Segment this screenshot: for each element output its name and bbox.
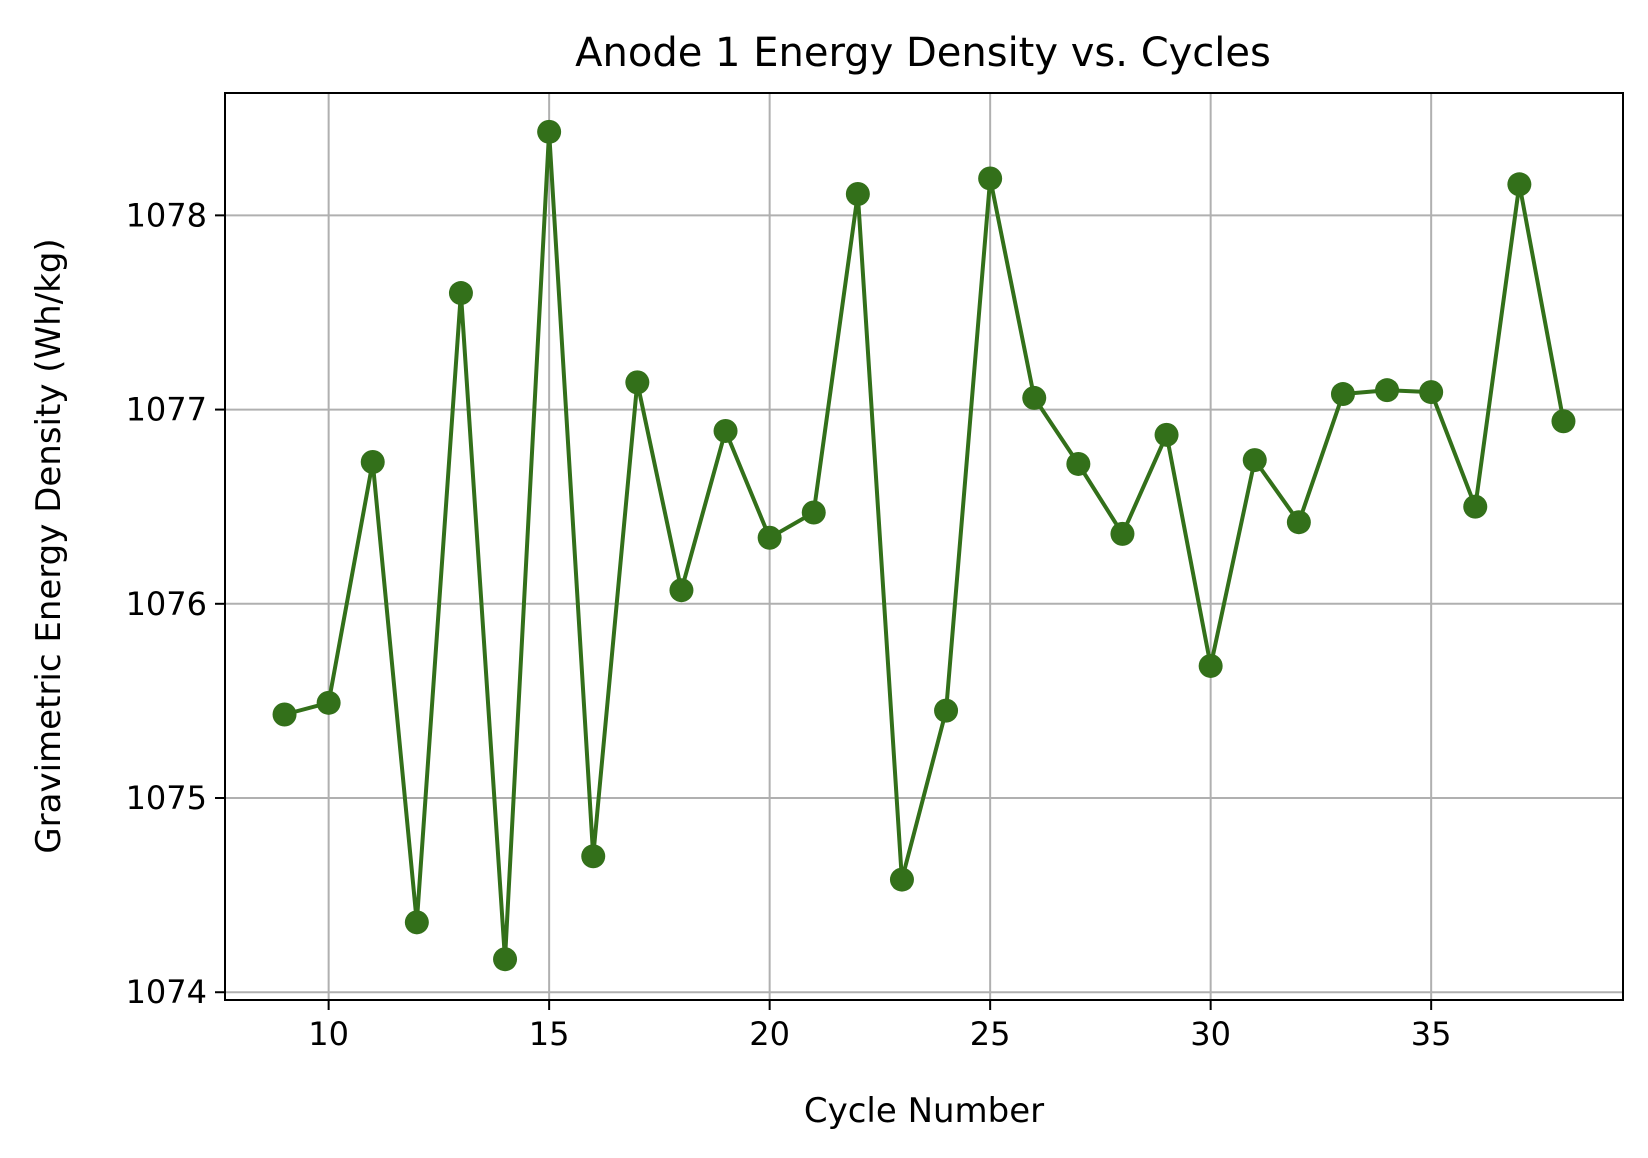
data-point <box>1066 451 1091 476</box>
x-tick-label: 25 <box>970 1015 1011 1053</box>
x-tick-label: 10 <box>308 1015 349 1053</box>
data-point <box>801 500 826 525</box>
data-point <box>713 418 738 443</box>
data-point <box>1286 510 1311 535</box>
data-point <box>1330 382 1355 407</box>
data-point <box>1154 422 1179 447</box>
data-point <box>845 181 870 206</box>
x-tick-label: 35 <box>1411 1015 1452 1053</box>
data-point <box>1242 448 1267 473</box>
y-tick-label: 1075 <box>126 779 207 817</box>
x-axis-label: Cycle Number <box>804 1091 1044 1131</box>
data-point <box>1419 380 1444 405</box>
x-tick-label: 30 <box>1190 1015 1231 1053</box>
data-point <box>757 525 782 550</box>
axis-ticks: 10 15 20 25 30 35 1074 1075 1076 1077 1078 <box>126 196 1452 1053</box>
data-point <box>1551 409 1576 434</box>
data-point <box>360 450 385 475</box>
grid-lines <box>225 93 1623 1000</box>
data-point <box>669 578 694 603</box>
data-point <box>316 690 341 715</box>
data-point <box>404 910 429 935</box>
y-tick-label: 1077 <box>126 391 207 429</box>
y-tick-label: 1074 <box>126 973 207 1011</box>
y-tick-label: 1078 <box>126 196 207 234</box>
data-point <box>934 698 959 723</box>
x-tick-label: 20 <box>749 1015 790 1053</box>
data-point <box>493 947 518 972</box>
y-axis-label: Gravimetric Energy Density (Wh/kg) <box>29 238 69 853</box>
data-point <box>1463 494 1488 519</box>
chart-title: Anode 1 Energy Density vs. Cycles <box>575 30 1271 76</box>
data-point <box>581 844 606 869</box>
data-point <box>272 702 297 727</box>
data-point <box>1110 521 1135 546</box>
data-point <box>1022 385 1047 410</box>
data-point <box>1375 378 1400 403</box>
data-point <box>625 370 650 395</box>
plot-frame <box>224 92 1624 1001</box>
data-point <box>537 119 562 144</box>
data-point <box>448 281 473 306</box>
data-point <box>1507 172 1532 197</box>
data-point <box>889 867 914 892</box>
y-tick-label: 1076 <box>126 585 207 623</box>
x-tick-label: 15 <box>529 1015 570 1053</box>
series-line <box>283 129 1566 962</box>
data-series <box>272 119 1576 972</box>
data-point <box>1198 653 1223 678</box>
data-point <box>978 166 1003 191</box>
